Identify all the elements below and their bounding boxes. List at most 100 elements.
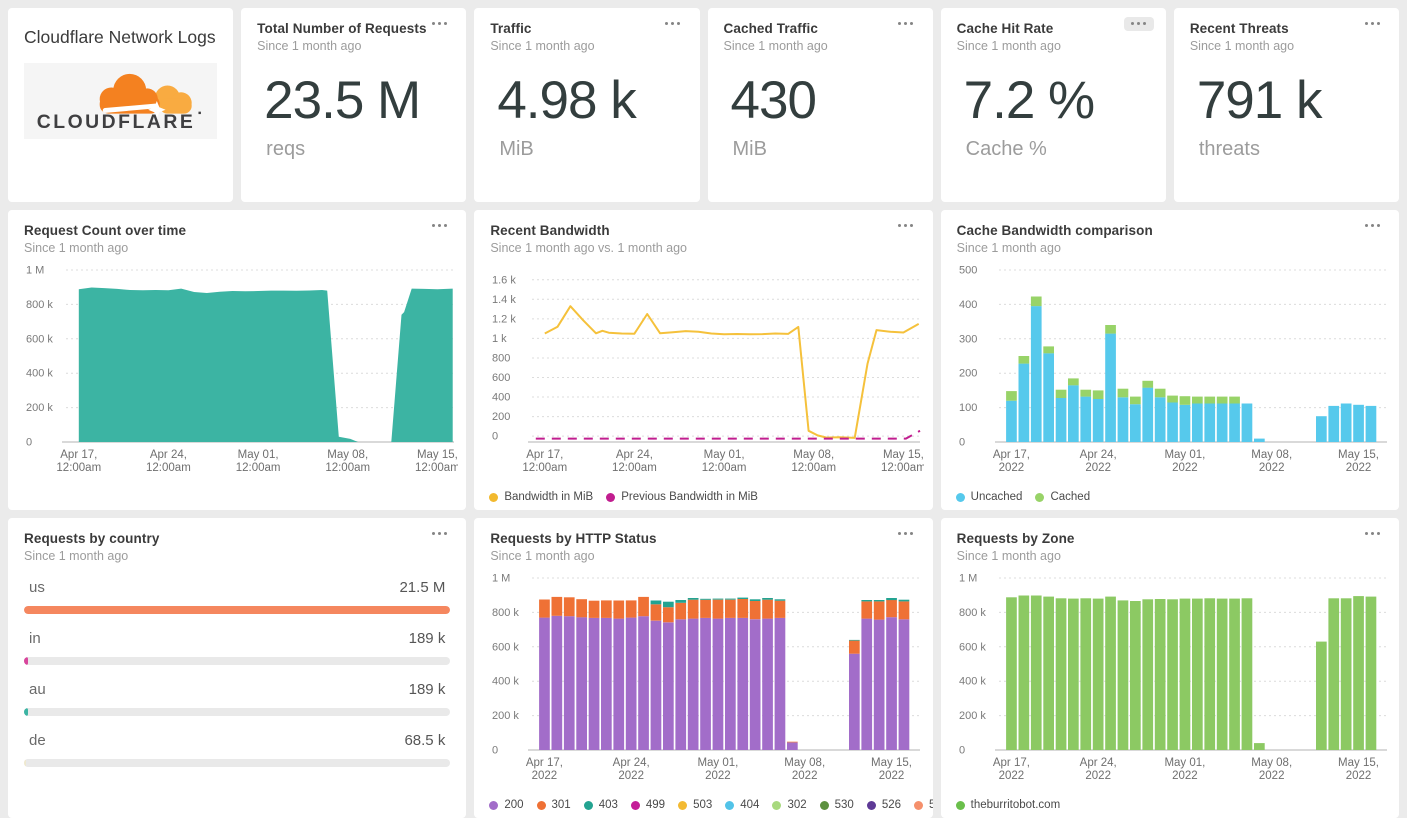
svg-text:200: 200 bbox=[959, 368, 977, 380]
panel-recent-threats: Recent Threats Since 1 month ago 791 k t… bbox=[1173, 8, 1399, 202]
request-count-chart[interactable]: 0 200 k 400 k 600 k 800 k 1 M Apr 17, 12:00am Ap… bbox=[18, 262, 458, 478]
svg-text:0: 0 bbox=[492, 431, 498, 443]
country-bar-fill bbox=[24, 759, 26, 767]
legend-item[interactable]: 403 bbox=[583, 799, 618, 811]
svg-text:May 08,12:00am: May 08, 12:00am bbox=[792, 449, 837, 474]
legend-item[interactable]: theburritobot.com bbox=[955, 799, 1061, 811]
panel-menu-button[interactable] bbox=[891, 527, 921, 541]
legend-item[interactable]: 302 bbox=[772, 799, 807, 811]
legend-item[interactable]: Previous Bandwidth in MiB bbox=[606, 491, 758, 503]
legend-label: 200 bbox=[504, 799, 524, 811]
chart-canvas[interactable]: 0 200 k 400 k 600 k 800 k 1 M Apr 17, 12:00am Ap… bbox=[18, 262, 458, 478]
chart-legend: Bandwidth in MiB Previous Bandwidth in Mi… bbox=[489, 491, 758, 503]
legend-label: 499 bbox=[645, 799, 666, 811]
panel-menu-button[interactable] bbox=[424, 219, 454, 233]
ellipsis-icon bbox=[1364, 22, 1368, 26]
sparkle-icon bbox=[147, 101, 166, 119]
stat-unit: threats bbox=[1198, 138, 1260, 160]
legend-label: 530 bbox=[834, 799, 854, 811]
country-bar-fill bbox=[24, 606, 451, 614]
svg-text:800 k: 800 k bbox=[26, 299, 53, 311]
legend-item[interactable]: 404 bbox=[725, 799, 759, 811]
chart-legend: Uncached Cached bbox=[955, 491, 1090, 503]
svg-text:600 k: 600 k bbox=[26, 333, 53, 345]
panel-subtitle: Since 1 month ago bbox=[490, 549, 595, 563]
svg-text:500: 500 bbox=[959, 265, 977, 277]
panel-subtitle: Since 1 month ago bbox=[1189, 39, 1295, 53]
svg-text:0: 0 bbox=[492, 745, 498, 757]
legend-item[interactable]: 530 bbox=[819, 799, 854, 811]
svg-text:Apr 24,12:00am: Apr 24, 12:00am bbox=[612, 449, 657, 474]
svg-text:1 k: 1 k bbox=[492, 333, 507, 345]
panel-menu-button[interactable] bbox=[1357, 17, 1387, 31]
legend-dot-icon bbox=[866, 800, 876, 810]
panel-cache-hit-rate: Cache Hit Rate Since 1 month ago 7.2 % C… bbox=[940, 8, 1166, 202]
panel-menu-button[interactable] bbox=[891, 219, 921, 233]
ellipsis-icon bbox=[1364, 532, 1368, 536]
legend-item[interactable]: 200 bbox=[489, 799, 524, 811]
country-bar-track bbox=[24, 708, 451, 716]
legend-item[interactable]: 499 bbox=[630, 799, 666, 811]
legend-item[interactable]: 301 bbox=[536, 799, 571, 811]
legend-item[interactable]: 524 bbox=[914, 799, 933, 811]
legend-item[interactable]: 526 bbox=[866, 799, 901, 811]
svg-text:800: 800 bbox=[492, 353, 510, 365]
country-row-de: de 68.5 k bbox=[24, 732, 451, 767]
country-row-in: in 189 k bbox=[24, 630, 451, 665]
panel-menu-button[interactable] bbox=[1357, 527, 1387, 541]
panel-menu-button[interactable] bbox=[1357, 219, 1387, 233]
chart-canvas[interactable]: 0 200 k 400 k 600 k 800 k 1 M Apr 17, 2022 Apr 2… bbox=[951, 570, 1391, 786]
legend-label: Bandwidth in MiB bbox=[504, 491, 594, 503]
cache-bandwidth-chart[interactable]: 0 100 200 300 400 500 Apr 17, 2022 Apr 24, 2022 Ma… bbox=[951, 262, 1391, 478]
legend-item[interactable]: Bandwidth in MiB bbox=[489, 491, 593, 503]
svg-text:400: 400 bbox=[492, 392, 510, 404]
legend-dot-icon bbox=[819, 800, 829, 810]
panel-menu-button[interactable] bbox=[1123, 17, 1154, 31]
legend-dot-icon bbox=[630, 800, 640, 810]
svg-text:Apr 17,2022: Apr 17, 2022 bbox=[993, 449, 1030, 474]
ellipsis-icon bbox=[1364, 224, 1368, 228]
legend-dot-icon bbox=[914, 800, 924, 810]
http-status-chart[interactable]: 0 200 k 400 k 600 k 800 k 1 M Apr 17, 2022 Apr 2… bbox=[484, 570, 924, 786]
country-value: 68.5 k bbox=[404, 732, 446, 749]
recent-bandwidth-chart[interactable]: 0 200 400 600 800 1 k 1.2 k 1.4 k 1.6 k Apr 17, 12… bbox=[484, 262, 924, 478]
panel-title: Recent Bandwidth bbox=[490, 223, 610, 238]
legend-label: theburritobot.com bbox=[970, 799, 1061, 811]
svg-text:1.4 k: 1.4 k bbox=[492, 294, 516, 306]
svg-text:200: 200 bbox=[492, 411, 510, 423]
svg-text:300: 300 bbox=[959, 333, 977, 345]
chart-canvas[interactable]: 0 200 k 400 k 600 k 800 k 1 M Apr 17, 2022 Apr 2… bbox=[484, 570, 924, 786]
panel-menu-button[interactable] bbox=[658, 17, 688, 31]
country-row-au: au 189 k bbox=[24, 681, 451, 716]
svg-text:Apr 24,2022: Apr 24, 2022 bbox=[1079, 757, 1116, 782]
svg-text:Apr 17,12:00am: Apr 17, 12:00am bbox=[56, 449, 101, 474]
svg-text:May 01,12:00am: May 01, 12:00am bbox=[702, 449, 747, 474]
panel-menu-button[interactable] bbox=[424, 17, 454, 31]
panel-cached-traffic: Cached Traffic Since 1 month ago 430 MiB bbox=[707, 8, 933, 202]
legend-label: Previous Bandwidth in MiB bbox=[621, 491, 758, 503]
svg-text:Apr 17,2022: Apr 17, 2022 bbox=[993, 757, 1030, 782]
svg-text:400: 400 bbox=[959, 299, 977, 311]
svg-text:May 08,12:00am: May 08, 12:00am bbox=[325, 449, 370, 474]
svg-text:1 M: 1 M bbox=[492, 573, 510, 585]
panel-recent-bandwidth: Recent Bandwidth Since 1 month ago vs. 1… bbox=[474, 210, 933, 510]
chart-canvas[interactable]: 0 200 400 600 800 1 k 1.2 k 1.4 k 1.6 k Apr 17, 12… bbox=[484, 262, 924, 478]
country-row-us: us 21.5 M bbox=[24, 579, 451, 614]
ellipsis-icon bbox=[898, 22, 902, 26]
panel-total-requests: Total Number of Requests Since 1 month a… bbox=[241, 8, 467, 202]
country-bar-track bbox=[24, 606, 451, 614]
panel-menu-button[interactable] bbox=[891, 17, 921, 31]
panel-title: Total Number of Requests bbox=[257, 21, 427, 36]
panel-menu-button[interactable] bbox=[424, 527, 454, 541]
legend-dot-icon bbox=[489, 800, 499, 810]
requests-by-zone-chart[interactable]: 0 200 k 400 k 600 k 800 k 1 M Apr 17, 2022 Apr 2… bbox=[951, 570, 1391, 786]
country-code: in bbox=[29, 630, 41, 647]
legend-label: Cached bbox=[1050, 491, 1091, 503]
panel-traffic: Traffic Since 1 month ago 4.98 k MiB bbox=[474, 8, 700, 202]
legend-item[interactable]: 503 bbox=[678, 799, 712, 811]
legend-item[interactable]: Cached bbox=[1035, 491, 1090, 503]
chart-canvas[interactable]: 0 100 200 300 400 500 Apr 17, 2022 Apr 24, 2022 Ma… bbox=[951, 262, 1391, 478]
panel-title: Requests by country bbox=[24, 531, 160, 546]
legend-item[interactable]: Uncached bbox=[955, 491, 1022, 503]
